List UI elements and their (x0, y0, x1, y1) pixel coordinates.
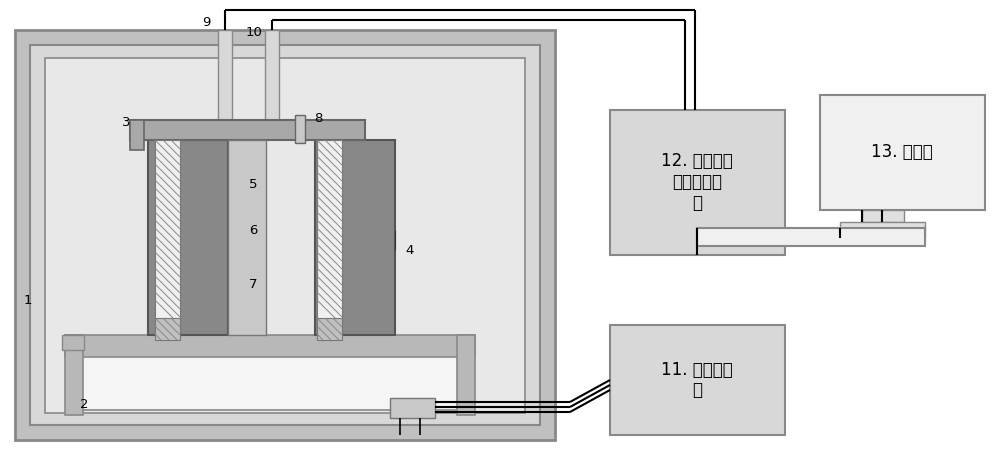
Text: 3: 3 (122, 116, 130, 129)
Bar (30, 45, 540, 425)
Bar (295, 115, 305, 143)
Bar (610, 325, 785, 435)
Text: 9: 9 (202, 15, 210, 28)
Bar (62, 335, 84, 350)
Bar (390, 398, 435, 418)
Bar (457, 335, 475, 415)
Bar (697, 228, 925, 246)
Text: 11. 温度控制
器: 11. 温度控制 器 (661, 361, 733, 400)
Bar (862, 210, 904, 222)
Bar (315, 140, 395, 335)
Text: 2: 2 (80, 399, 88, 411)
Text: 1: 1 (24, 294, 32, 307)
Bar (840, 222, 925, 238)
Bar (317, 318, 342, 340)
Bar (45, 58, 525, 413)
Bar (228, 140, 266, 335)
Text: 12. 光纤光栏
波长检测系
统: 12. 光纤光栏 波长检测系 统 (661, 152, 733, 212)
Bar (265, 30, 279, 125)
Text: 5: 5 (249, 179, 257, 192)
Bar (65, 335, 475, 357)
Bar (317, 140, 342, 335)
Bar (218, 30, 232, 125)
Bar (130, 120, 365, 140)
Bar (65, 335, 83, 415)
Text: 8: 8 (314, 111, 322, 124)
Text: 13. 计算机: 13. 计算机 (871, 143, 933, 161)
Text: 7: 7 (249, 279, 257, 291)
Bar (148, 140, 228, 335)
Text: 6: 6 (249, 224, 257, 236)
Bar (70, 350, 470, 410)
Bar (610, 110, 785, 255)
Bar (155, 318, 180, 340)
Bar (155, 140, 180, 335)
Bar (130, 120, 144, 150)
Bar (820, 95, 985, 210)
Text: 4: 4 (406, 244, 414, 257)
Text: 10: 10 (246, 26, 262, 38)
Bar (15, 30, 555, 440)
